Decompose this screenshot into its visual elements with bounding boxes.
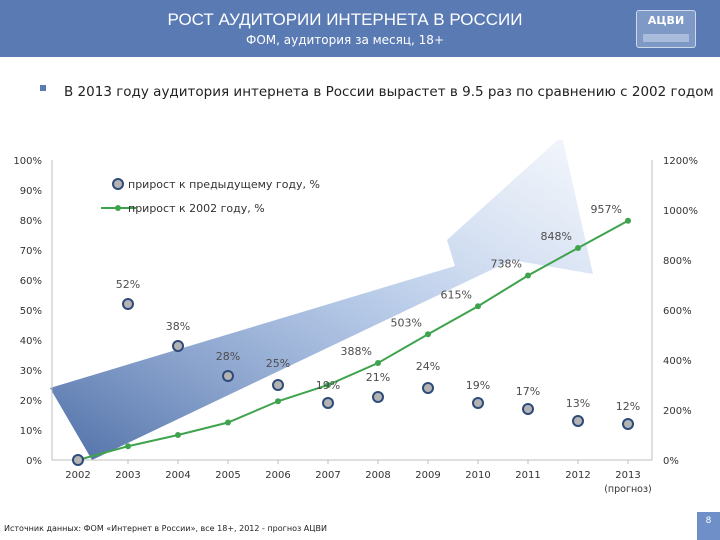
left-tick-label: 60% [20, 276, 42, 287]
yearly-marker [272, 379, 284, 391]
left-tick-label: 30% [20, 366, 42, 377]
right-tick-label: 800% [663, 256, 692, 267]
x-tick-label: 2007 [315, 470, 340, 481]
cumulative-point [625, 217, 631, 224]
key-finding-text: В 2013 году аудитория интернета в России… [64, 84, 714, 100]
cumulative-value-label: 615% [441, 288, 472, 301]
right-axis-ticks: 0% 200% 400% 600% 800% 1000% 1200% [663, 156, 698, 467]
yearly-value-label: 19% [466, 379, 490, 392]
left-tick-label: 0% [26, 456, 42, 467]
x-tick-label: 2010 [465, 470, 490, 481]
left-tick-label: 40% [20, 336, 42, 347]
yearly-marker [172, 340, 184, 352]
yearly-marker [572, 415, 584, 427]
x-tick-label: 2003 [115, 470, 140, 481]
growth-arrow [50, 140, 593, 460]
right-tick-label: 1000% [663, 206, 698, 217]
page-subtitle: ФОМ, аудитория за месяц, 18+ [245, 33, 444, 47]
cumulative-point [425, 331, 431, 338]
yearly-marker [122, 298, 134, 310]
cumulative-point [125, 443, 131, 450]
x-tick-label: 2011 [515, 470, 540, 481]
yearly-value-label: 13% [566, 397, 590, 410]
right-tick-label: 200% [663, 406, 692, 417]
left-tick-label: 20% [20, 396, 42, 407]
yearly-value-label: 17% [516, 385, 540, 398]
cumulative-point [225, 419, 231, 426]
page-title: РОСТ АУДИТОРИИ ИНТЕРНЕТА В РОССИИ [167, 10, 523, 29]
x-tick-label: 2008 [365, 470, 390, 481]
left-tick-label: 100% [13, 156, 42, 167]
yearly-marker [622, 418, 634, 430]
legend-label-cumulative: прирост к 2002 году, % [128, 202, 265, 215]
right-tick-label: 1200% [663, 156, 698, 167]
cumulative-value-label: 738% [491, 258, 522, 271]
yearly-value-label: 28% [216, 350, 240, 363]
x-tick-label: 2012 [565, 470, 590, 481]
left-tick-label: 50% [20, 306, 42, 317]
yearly-value-label: 12% [616, 400, 640, 413]
yearly-value-label: 19% [316, 379, 340, 392]
right-tick-label: 400% [663, 356, 692, 367]
legend: прирост к предыдущему году, % прирост к … [101, 178, 320, 215]
yearly-marker [472, 397, 484, 409]
right-tick-label: 600% [663, 306, 692, 317]
yearly-marker [522, 403, 534, 415]
logo-text: АЦВИ [647, 14, 685, 27]
legend-marker-cumulative [115, 205, 121, 211]
cumulative-point [475, 303, 481, 310]
yearly-value-label: 21% [366, 371, 390, 384]
x-tick-label: 2006 [265, 470, 290, 481]
x-tick-label: 2009 [415, 470, 440, 481]
company-logo: АЦВИ [636, 10, 696, 48]
cumulative-point [375, 360, 381, 366]
left-tick-label: 90% [20, 186, 42, 197]
x-tick-label: 2013 [615, 470, 640, 481]
x-tick-label: 2002 [65, 470, 90, 481]
yearly-marker [372, 391, 384, 403]
right-tick-label: 0% [663, 456, 679, 467]
cumulative-point [325, 382, 331, 388]
left-tick-label: 80% [20, 216, 42, 227]
data-labels: 52% 38% 28% 25% 19% 21% 24% 19% 17% 13% 12% 388% 503… [116, 203, 640, 413]
series-line-cumulative-growth [77, 219, 629, 461]
yearly-value-label: 52% [116, 278, 140, 291]
yearly-growth-markers [72, 298, 634, 466]
cumulative-point [575, 245, 581, 251]
left-tick-label: 10% [20, 426, 42, 437]
left-axis-ticks: 0% 10% 20% 30% 40% 50% 60% 70% 80% 90% 100% [13, 156, 42, 467]
x-axis-note: (прогноз) [604, 484, 652, 495]
cumulative-point [525, 272, 531, 279]
yearly-value-label: 38% [166, 320, 190, 333]
yearly-value-label: 25% [266, 357, 290, 370]
x-tick-label: 2005 [215, 470, 240, 481]
source-note: Источник данных: ФОМ «Интернет в России»… [4, 524, 327, 533]
cumulative-value-label: 848% [541, 230, 572, 243]
yearly-marker [322, 397, 334, 409]
cumulative-value-label: 503% [391, 316, 422, 329]
yearly-marker [72, 454, 84, 466]
cumulative-value-label: 957% [591, 203, 622, 216]
x-axis-ticks: 2002 2003 2004 2005 2006 2007 2008 2009 2010 2011… [65, 460, 641, 481]
growth-chart: 0% 10% 20% 30% 40% 50% 60% 70% 80% 90% 100% 0% 200%… [13, 140, 698, 495]
x-tick-label: 2004 [165, 470, 190, 481]
header-bar: РОСТ АУДИТОРИИ ИНТЕРНЕТА В РОССИИ ФОМ, а… [0, 0, 720, 57]
page-number-badge: 8 [697, 512, 720, 540]
yearly-marker [422, 382, 434, 394]
legend-label-yearly: прирост к предыдущему году, % [128, 178, 320, 191]
bullet-icon [40, 85, 46, 91]
legend-marker-yearly [112, 178, 124, 190]
cumulative-point [175, 432, 181, 438]
cumulative-point [275, 398, 281, 405]
cumulative-value-label: 388% [341, 345, 372, 358]
page-number: 8 [705, 516, 712, 526]
yearly-marker [222, 370, 234, 382]
yearly-value-label: 24% [416, 360, 440, 373]
left-tick-label: 70% [20, 246, 42, 257]
logo-bar [643, 34, 689, 42]
